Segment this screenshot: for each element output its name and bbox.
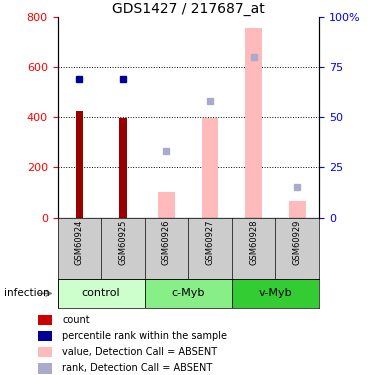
- Bar: [58, 279, 145, 308]
- Bar: [202, 118, 219, 218]
- Text: GSM60926: GSM60926: [162, 219, 171, 265]
- Text: control: control: [82, 288, 121, 298]
- Text: GSM60928: GSM60928: [249, 219, 258, 265]
- Bar: [38, 363, 52, 374]
- Bar: [145, 279, 232, 308]
- Title: GDS1427 / 217687_at: GDS1427 / 217687_at: [112, 2, 265, 16]
- Bar: [76, 111, 83, 218]
- Bar: [119, 118, 127, 218]
- Text: GSM60924: GSM60924: [75, 219, 84, 265]
- Bar: [158, 192, 175, 217]
- Text: GSM60929: GSM60929: [293, 219, 302, 265]
- Text: GSM60925: GSM60925: [118, 219, 127, 265]
- Bar: [289, 201, 306, 217]
- Bar: [232, 279, 319, 308]
- Text: rank, Detection Call = ABSENT: rank, Detection Call = ABSENT: [62, 363, 213, 374]
- Text: c-Myb: c-Myb: [172, 288, 205, 298]
- Bar: [38, 347, 52, 357]
- Text: GSM60927: GSM60927: [206, 219, 214, 265]
- Text: count: count: [62, 315, 90, 325]
- Bar: [38, 315, 52, 325]
- Text: infection: infection: [4, 288, 49, 298]
- Text: percentile rank within the sample: percentile rank within the sample: [62, 331, 227, 341]
- Bar: [245, 28, 262, 218]
- Text: value, Detection Call = ABSENT: value, Detection Call = ABSENT: [62, 347, 218, 357]
- Bar: [38, 331, 52, 341]
- Text: v-Myb: v-Myb: [259, 288, 292, 298]
